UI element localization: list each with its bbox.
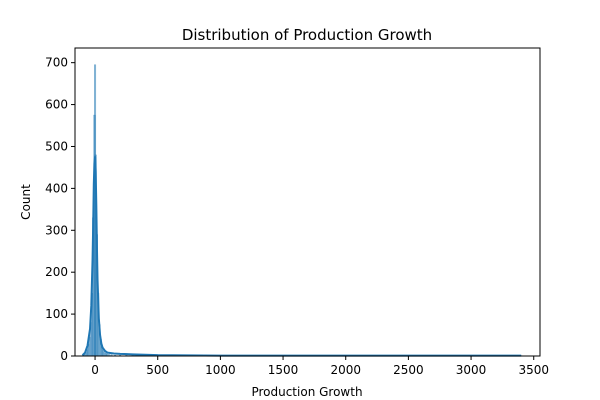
x-tick-label: 2000 [330, 363, 361, 377]
x-tick-label: 2500 [393, 363, 424, 377]
x-tick-label: 1500 [268, 363, 299, 377]
y-tick-label: 100 [45, 307, 68, 321]
y-tick-label: 400 [45, 181, 68, 195]
y-axis-ticks: 0 100 200 300 400 500 600 700 [45, 56, 75, 363]
x-axis-ticks: 0 500 1000 1500 2000 2500 3000 3500 [91, 356, 549, 377]
x-tick-label: 0 [91, 363, 99, 377]
x-tick-label: 3000 [456, 363, 487, 377]
y-tick-label: 0 [60, 349, 68, 363]
chart-title: Distribution of Production Growth [182, 26, 432, 44]
kde-curve-line [81, 155, 522, 357]
x-axis-label: Production Growth [251, 385, 362, 399]
y-tick-label: 600 [45, 98, 68, 112]
x-tick-label: 500 [146, 363, 169, 377]
x-tick-label: 3500 [518, 363, 549, 377]
x-tick-label: 1000 [205, 363, 236, 377]
y-tick-label: 300 [45, 223, 68, 237]
y-tick-label: 700 [45, 56, 68, 70]
y-tick-label: 200 [45, 265, 68, 279]
plot-frame [74, 47, 541, 357]
y-axis-label: Count [19, 184, 33, 220]
y-tick-label: 500 [45, 139, 68, 153]
histogram-bars [82, 64, 523, 357]
